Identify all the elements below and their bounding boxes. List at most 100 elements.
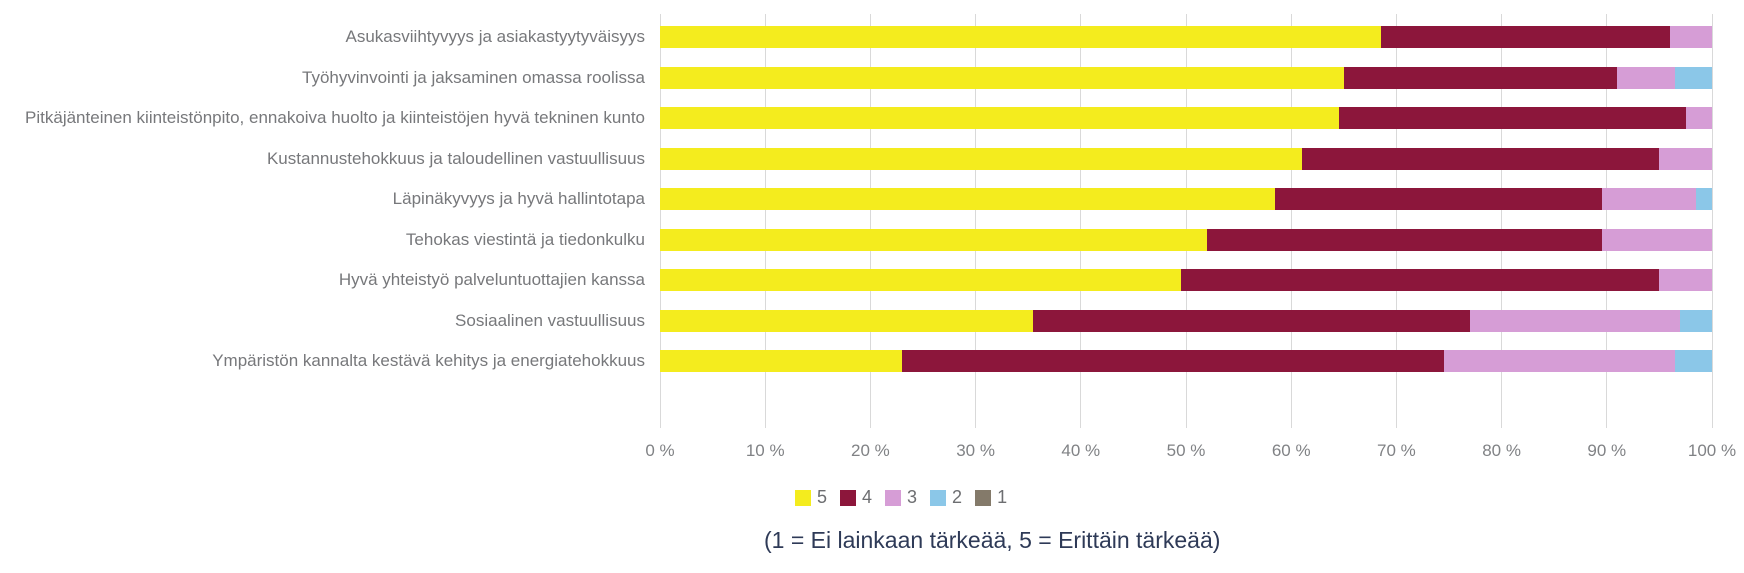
legend-label: 3 <box>907 487 918 507</box>
bar-segment-5 <box>660 26 1381 49</box>
bar-segment-3 <box>1443 350 1676 373</box>
bar-segment-4 <box>1343 66 1618 89</box>
chart-row: Ympäristön kannalta kestävä kehitys ja e… <box>0 341 1712 382</box>
bar-segment-3 <box>1669 26 1712 49</box>
gridline <box>1290 14 1292 428</box>
bar-segment-4 <box>1207 228 1602 251</box>
bar-segment-4 <box>1380 26 1670 49</box>
chart-row: Läpinäkyvyys ja hyvä hallintotapa <box>0 179 1712 220</box>
bar-segment-5 <box>660 147 1302 170</box>
legend-swatch <box>840 489 857 506</box>
gridline <box>869 14 871 428</box>
x-tick-label: 90 % <box>1587 441 1627 460</box>
bar-segment-4 <box>1275 188 1602 211</box>
stacked-bar <box>660 66 1712 89</box>
gridline <box>659 14 661 428</box>
bar-segment-4 <box>901 350 1444 373</box>
bar-segment-2 <box>1696 188 1712 211</box>
bar-segment-4 <box>1301 147 1660 170</box>
gridline <box>1501 14 1503 428</box>
legend-swatch <box>930 489 947 506</box>
chart-caption: (1 = Ei lainkaan tärkeää, 5 = Erittäin t… <box>764 527 1221 553</box>
x-tick-label: 60 % <box>1271 441 1311 460</box>
bar-segment-2 <box>1675 66 1712 89</box>
category-label: Tehokas viestintä ja tiedonkulku <box>405 229 645 249</box>
legend-label: 5 <box>817 487 828 507</box>
bar-segment-4 <box>1338 107 1686 130</box>
chart-rows: Asukasviihtyvyys ja asiakastyytyväisyys T… <box>0 17 1712 382</box>
x-tick-label: 0 % <box>645 441 675 460</box>
x-tick-label: 30 % <box>956 441 995 460</box>
stacked-bar <box>660 228 1712 251</box>
x-tick-label: 50 % <box>1166 441 1206 460</box>
category-label: Hyvä yhteistyö palveluntuottajien kanssa <box>338 270 645 290</box>
legend-label: 2 <box>952 487 963 507</box>
legend-item: 2 <box>930 487 962 508</box>
legend-swatch <box>975 489 992 506</box>
legend-item: 3 <box>885 487 917 508</box>
x-tick-label: 10 % <box>745 441 785 460</box>
stacked-bar <box>660 309 1712 332</box>
gridline <box>1711 14 1713 428</box>
gridline <box>764 14 766 428</box>
legend-swatch <box>885 489 902 506</box>
category-label: Työhyvinvointi ja jaksaminen omassa rool… <box>302 67 645 87</box>
bar-segment-4 <box>1180 269 1660 292</box>
chart-row: Sosiaalinen vastuullisuus <box>0 301 1712 342</box>
bar-segment-5 <box>660 350 902 373</box>
bar-segment-3 <box>1659 269 1712 292</box>
stacked-bar <box>660 269 1712 292</box>
bar-segment-5 <box>660 107 1339 130</box>
bar-segment-3 <box>1617 66 1676 89</box>
gridline <box>1606 14 1608 428</box>
chart-row: Työhyvinvointi ja jaksaminen omassa rool… <box>0 58 1712 99</box>
bar-segment-5 <box>660 309 1034 332</box>
x-tick-label: 20 % <box>851 441 890 460</box>
bar-segment-5 <box>660 228 1208 251</box>
x-tick-label: 80 % <box>1482 441 1521 460</box>
bar-segment-3 <box>1470 309 1681 332</box>
chart-row: Asukasviihtyvyys ja asiakastyytyväisyys <box>0 17 1712 58</box>
x-tick-label: 100 % <box>1687 441 1737 460</box>
gridline <box>1395 14 1397 428</box>
bar-segment-5 <box>660 66 1344 89</box>
chart-row: Kustannustehokkuus ja taloudellinen vast… <box>0 139 1712 180</box>
bar-segment-5 <box>660 269 1181 292</box>
chart-row: Pitkäjänteinen kiinteistönpito, ennakoiv… <box>0 98 1712 139</box>
chart-legend: 5 4 3 2 1 <box>795 487 1007 508</box>
legend-swatch <box>795 489 811 506</box>
chart-row: Hyvä yhteistyö palveluntuottajien kanssa <box>0 260 1712 301</box>
category-label: Sosiaalinen vastuullisuus <box>455 310 645 330</box>
legend-label: 4 <box>862 487 873 507</box>
stacked-bar <box>660 26 1712 49</box>
x-axis: 0 % 10 % 20 % 30 % 40 % 50 % 60 % 70 % 80 % 90 % 1… <box>645 441 1736 465</box>
bar-segment-5 <box>660 188 1276 211</box>
category-label: Asukasviihtyvyys ja asiakastyytyväisyys <box>345 27 645 47</box>
bar-segment-3 <box>1601 188 1697 211</box>
bar-segment-2 <box>1680 309 1712 332</box>
category-label: Kustannustehokkuus ja taloudellinen vast… <box>266 148 645 168</box>
bar-segment-3 <box>1659 147 1712 170</box>
legend-item: 1 <box>975 487 1007 508</box>
category-label: Läpinäkyvyys ja hyvä hallintotapa <box>392 189 645 209</box>
stacked-bar <box>660 188 1712 211</box>
gridline <box>1185 14 1187 428</box>
stacked-bar <box>660 147 1712 170</box>
x-tick-label: 40 % <box>1061 441 1101 460</box>
stacked-bar <box>660 107 1712 130</box>
chart-row: Tehokas viestintä ja tiedonkulku <box>0 220 1712 261</box>
category-label: Pitkäjänteinen kiinteistönpito, ennakoiv… <box>25 108 645 128</box>
legend-label: 1 <box>997 487 1008 507</box>
legend-item: 4 <box>840 487 872 508</box>
bar-segment-3 <box>1601 228 1712 251</box>
plot-gridlines <box>659 14 1713 428</box>
x-tick-label: 70 % <box>1377 441 1416 460</box>
bar-segment-3 <box>1685 107 1712 130</box>
stacked-bar <box>660 350 1712 373</box>
gridline <box>975 14 977 428</box>
bar-segment-2 <box>1675 350 1712 373</box>
gridline <box>1080 14 1082 428</box>
legend-item: 5 <box>795 487 827 508</box>
category-label: Ympäristön kannalta kestävä kehitys ja e… <box>212 351 645 371</box>
